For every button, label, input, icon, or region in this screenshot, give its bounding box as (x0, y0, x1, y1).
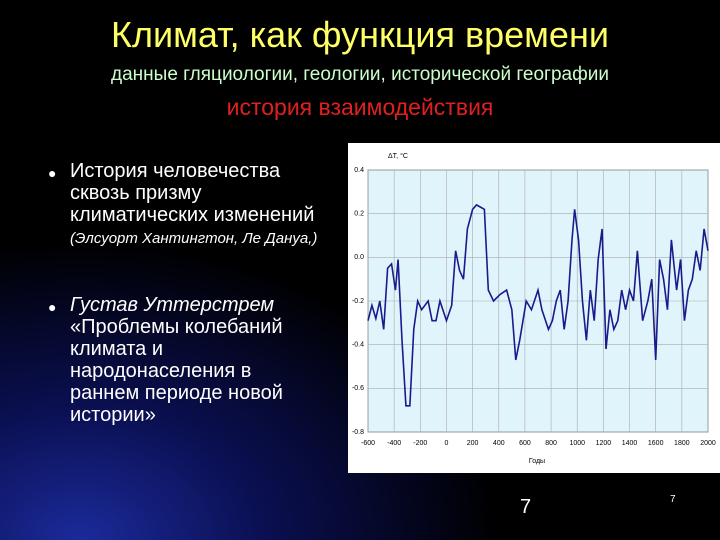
y-tick-label: 0.4 (354, 167, 364, 174)
slide-number: 7 (670, 494, 676, 505)
x-tick-label: 2000 (700, 440, 716, 447)
x-tick-label: -200 (413, 440, 427, 447)
bullet-text: История человечества сквозь призму клима… (70, 160, 315, 226)
x-tick-label: 800 (545, 440, 557, 447)
bullet-note: (Элсуорт Хантингтон, Ле Дануа,) (70, 230, 318, 247)
x-tick-label: 200 (467, 440, 479, 447)
subtitle: данные гляциологии, геологии, историческ… (111, 64, 609, 85)
x-tick-label: 1600 (648, 440, 664, 447)
x-axis-label: Годы (529, 458, 545, 465)
y-tick-label: -0.2 (352, 298, 364, 305)
x-tick-label: 600 (519, 440, 531, 447)
data-line (367, 203, 709, 407)
y-tick-label: -0.4 (352, 342, 364, 349)
x-tick-label: 1400 (622, 440, 638, 447)
x-tick-label: 400 (493, 440, 505, 447)
y-tick-label: -0.8 (352, 429, 364, 436)
y-tick-label: 0.0 (354, 254, 364, 261)
bullet-author: Густав Уттерстрем (70, 294, 275, 316)
x-tick-label: -400 (387, 440, 401, 447)
chart: ΔT, °C Годы -0.8 -0.6 -0.4 -0.2 0.0 0.2 0.4 -60… (348, 143, 720, 473)
bullet: ● История человечества сквозь призму кли… (48, 160, 318, 247)
x-tick-label: 0 (445, 440, 449, 447)
x-tick-label: 1800 (674, 440, 690, 447)
y-tick-label: 0.2 (354, 211, 364, 218)
x-tick-label: -600 (361, 440, 375, 447)
bullet-text: «Проблемы колебаний климата и народонасе… (70, 316, 283, 426)
y-tick-label: -0.6 (352, 385, 364, 392)
y-axis-label: ΔT, °C (388, 152, 408, 160)
page-number: 7 (520, 496, 532, 518)
x-tick-label: 1000 (569, 440, 585, 447)
subtitle: история взаимодействия (226, 94, 494, 120)
title: Климат, как функция времени (111, 14, 609, 55)
bullet: ● Густав Уттерстрем «Проблемы колебаний … (48, 294, 283, 426)
x-tick-label: 1200 (596, 440, 612, 447)
